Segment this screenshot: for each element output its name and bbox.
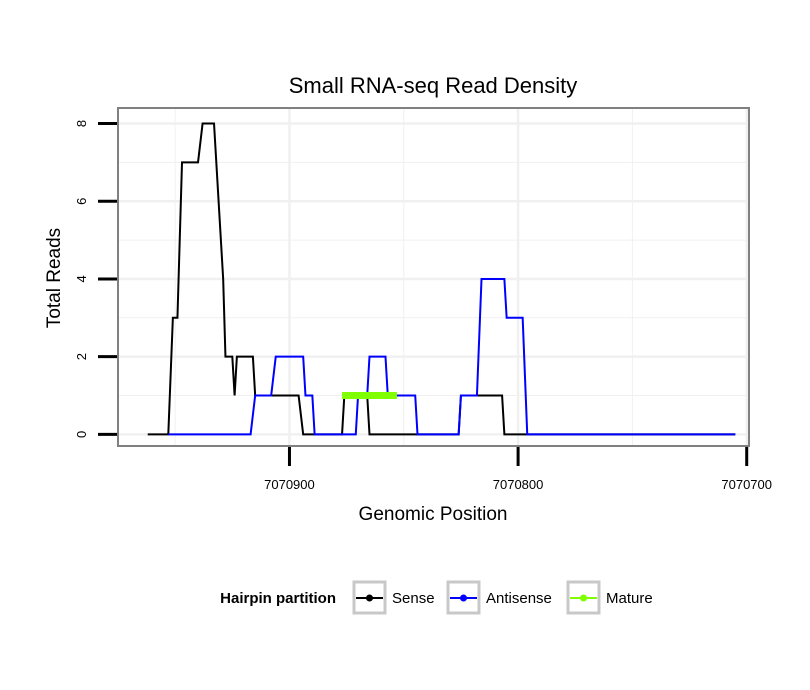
- y-tick-label: 6: [74, 198, 89, 205]
- y-tick-label: 2: [74, 353, 89, 360]
- x-axis-label: Genomic Position: [359, 504, 508, 525]
- chart-title: Small RNA-seq Read Density: [289, 73, 578, 98]
- legend-title: Hairpin partition: [220, 590, 336, 607]
- legend-key-point: [366, 594, 373, 602]
- legend-item-antisense: Antisense: [446, 580, 552, 615]
- legend-label-mature: Mature: [606, 590, 653, 607]
- y-tick-label: 0: [74, 431, 89, 438]
- y-tick-label: 8: [74, 120, 89, 127]
- series-line-antisense: [168, 277, 736, 436]
- grid: [118, 108, 749, 446]
- legend-key-point: [580, 594, 587, 602]
- legend-key-point: [460, 594, 467, 602]
- x-axis: 7070900 7070800 7070700: [264, 447, 772, 492]
- x-tick-label: 7070800: [493, 477, 544, 492]
- y-tick-label: 4: [74, 275, 89, 282]
- legend-label-sense: Sense: [392, 590, 435, 607]
- y-axis-label: Total Reads: [44, 228, 65, 328]
- x-tick-label: 7070900: [264, 477, 315, 492]
- legend: Hairpin partition Sense Antisense Mature: [220, 580, 653, 615]
- panel-border: [117, 107, 750, 447]
- y-axis: 0 2 4 6 8: [74, 120, 117, 438]
- x-tick-label: 7070700: [721, 477, 772, 492]
- legend-item-mature: Mature: [566, 580, 653, 615]
- legend-label-antisense: Antisense: [486, 590, 552, 607]
- series-layer: [147, 122, 736, 436]
- legend-item-sense: Sense: [352, 580, 435, 615]
